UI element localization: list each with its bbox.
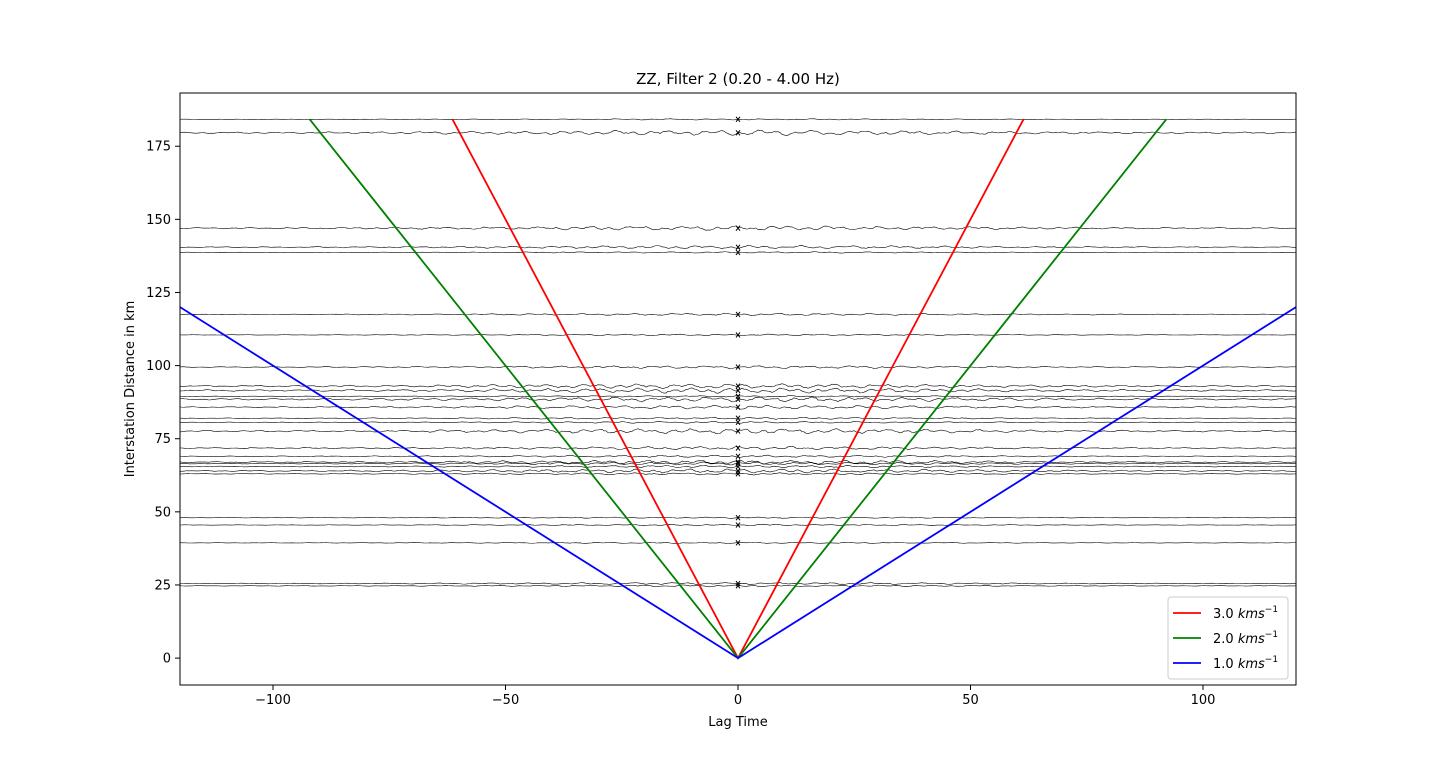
- trace-zero-lag-spike: [735, 463, 741, 470]
- y-tick-label: 0: [163, 652, 171, 667]
- y-tick-label: 25: [154, 578, 171, 593]
- trace-zero-lag-spike: [735, 514, 741, 521]
- x-axis: −100 −50 0 50 100: [255, 685, 1215, 708]
- x-axis-label: Lag Time: [708, 715, 767, 730]
- y-tick-label: 125: [146, 286, 171, 301]
- trace-line: [180, 244, 1296, 250]
- series-group: [180, 118, 1296, 661]
- trace-zero-lag-spike: [735, 129, 741, 136]
- trace-zero-lag-spike: [735, 540, 741, 546]
- trace-line: [180, 459, 1296, 465]
- y-tick-label: 175: [146, 140, 171, 155]
- y-axis: 0 25 50 75 100 125 150 175: [146, 140, 180, 667]
- trace-line: [180, 404, 1296, 410]
- trace-zero-lag-spike: [735, 583, 741, 589]
- x-tick-label: 0: [734, 693, 742, 708]
- y-tick-label: 75: [154, 432, 171, 447]
- x-tick-label: −50: [492, 693, 519, 708]
- trace-zero-lag-spike: [735, 244, 741, 250]
- trace-zero-lag-spike: [735, 404, 741, 410]
- x-tick-label: 50: [962, 693, 979, 708]
- y-tick-label: 50: [154, 505, 171, 520]
- trace-zero-lag-spike: [735, 116, 741, 123]
- series-line-1: [451, 118, 1025, 661]
- legend-frame: [1167, 596, 1289, 680]
- trace-zero-lag-spike: [735, 459, 741, 465]
- trace-zero-lag-spike: [735, 396, 741, 403]
- trace-zero-lag-spike: [735, 387, 741, 394]
- series-line-3: [180, 306, 1296, 660]
- x-tick-label: −100: [255, 693, 291, 708]
- y-tick-label: 150: [146, 213, 171, 228]
- legend-label: 2.0 kms−1: [1213, 630, 1278, 647]
- legend-label: 3.0 kms−1: [1213, 605, 1278, 622]
- trace-line: [180, 225, 1296, 231]
- trace-zero-lag-spike: [735, 383, 741, 389]
- trace-zero-lag-spike: [735, 249, 741, 256]
- y-axis-label: Interstation Distance in km: [123, 301, 138, 478]
- trace-zero-lag-spike: [735, 419, 741, 426]
- trace-zero-lag-spike: [735, 225, 741, 231]
- trace-line: [180, 446, 1296, 451]
- trace-line: [180, 421, 1296, 424]
- trace-zero-lag-spike: [735, 364, 741, 370]
- trace-zero-lag-spike: [735, 522, 741, 528]
- y-tick-label: 100: [146, 359, 171, 374]
- trace-zero-lag-spike: [735, 471, 741, 477]
- trace-zero-lag-spike: [735, 445, 741, 451]
- plot-frame: [179, 92, 1297, 686]
- trace-zero-lag-spike: [735, 428, 741, 434]
- chart-title: ZZ, Filter 2 (0.20 - 4.00 Hz): [636, 70, 840, 88]
- legend-label: 1.0 kms−1: [1213, 655, 1278, 672]
- trace-line: [180, 396, 1296, 403]
- trace-zero-lag-spike: [735, 311, 741, 318]
- trace-group: [180, 116, 1296, 589]
- x-tick-label: 100: [1191, 693, 1216, 708]
- trace-zero-lag-spike: [735, 453, 741, 460]
- trace-zero-lag-spike: [735, 332, 741, 338]
- trace-line: [180, 416, 1296, 420]
- legend: 3.0 kms−1 2.0 kms−1 1.0 kms−1: [1167, 596, 1289, 680]
- series-line-2: [308, 118, 1168, 660]
